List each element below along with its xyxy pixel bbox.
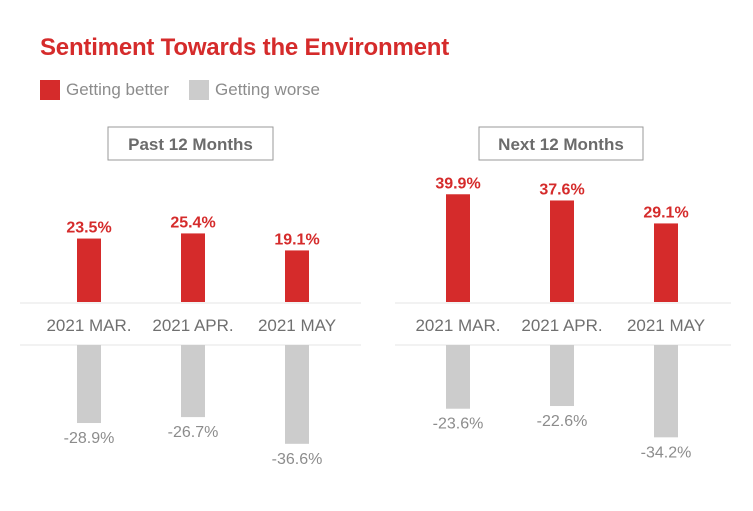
tick-label-p1-3: 2021 MAY xyxy=(258,316,336,335)
legend-swatch-worse xyxy=(189,80,210,100)
legend: Getting better Getting worse xyxy=(40,80,340,100)
bar-worse-p1-1 xyxy=(77,345,101,424)
tick-label-p2-1: 2021 MAR. xyxy=(415,316,500,335)
bar-better-p2-2 xyxy=(550,200,574,302)
label-worse-p1-2: -26.7% xyxy=(168,424,219,441)
label-worse-p1-1: -28.9% xyxy=(64,430,115,447)
bar-worse-p2-1 xyxy=(446,345,470,409)
legend-swatch-better xyxy=(40,80,60,100)
tick-label-p2-3: 2021 MAY xyxy=(627,316,705,335)
label-better-p2-1: 39.9% xyxy=(435,175,480,192)
legend-item-worse: Getting worse xyxy=(189,80,320,100)
label-better-p1-1: 23.5% xyxy=(66,220,111,237)
bar-better-p1-1 xyxy=(77,238,101,302)
bar-better-p2-3 xyxy=(654,223,678,302)
bar-worse-p1-2 xyxy=(181,345,205,418)
legend-label-worse: Getting worse xyxy=(215,80,320,99)
label-worse-p1-3: -36.6% xyxy=(272,451,323,468)
tick-label-p1-1: 2021 MAR. xyxy=(46,316,131,335)
panel-label-box-2 xyxy=(478,126,644,161)
bar-worse-p2-2 xyxy=(550,345,574,407)
label-better-p1-2: 25.4% xyxy=(170,214,215,231)
label-better-p1-3: 19.1% xyxy=(274,231,319,248)
panel-label-2: Next 12 Months xyxy=(498,135,624,154)
panel-label-box-1 xyxy=(107,126,274,161)
label-worse-p2-1: -23.6% xyxy=(433,416,484,433)
bar-worse-p2-3 xyxy=(654,345,678,438)
bar-worse-p1-3 xyxy=(285,345,309,444)
label-worse-p2-2: -22.6% xyxy=(537,413,588,430)
chart-title: Sentiment Towards the Environment xyxy=(40,34,450,61)
tick-label-p2-2: 2021 APR. xyxy=(521,316,602,335)
tick-label-p1-2: 2021 APR. xyxy=(152,316,233,335)
label-better-p2-2: 37.6% xyxy=(539,181,584,198)
legend-label-better: Getting better xyxy=(66,80,170,99)
panel-label-1: Past 12 Months xyxy=(128,135,253,154)
legend-item-better: Getting better xyxy=(40,80,169,100)
label-worse-p2-3: -34.2% xyxy=(641,444,692,461)
bar-better-p1-2 xyxy=(181,233,205,302)
bar-better-p2-1 xyxy=(446,194,470,302)
bar-better-p1-3 xyxy=(285,250,309,302)
label-better-p2-3: 29.1% xyxy=(643,204,688,221)
